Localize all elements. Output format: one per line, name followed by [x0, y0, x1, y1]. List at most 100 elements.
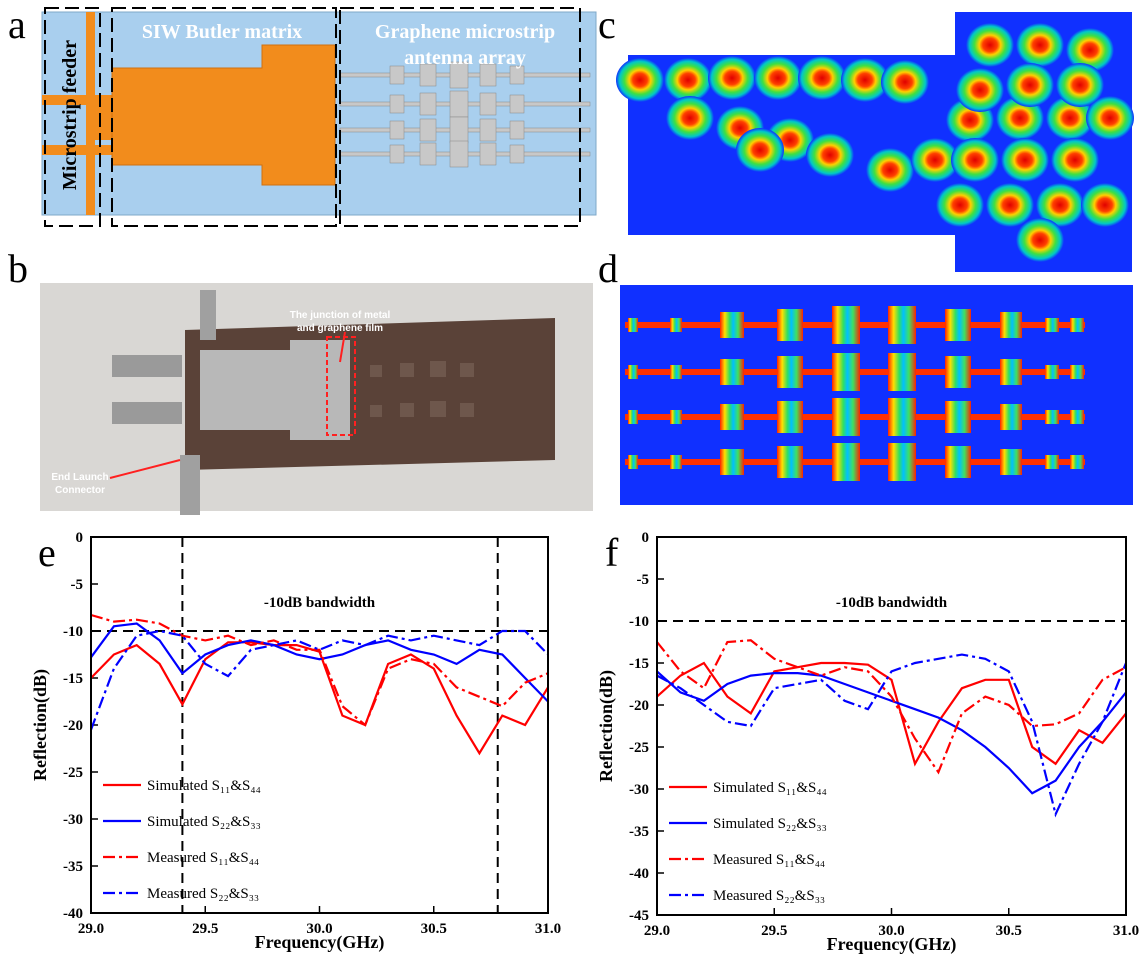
data-line: [90, 622, 549, 703]
patch-cell: [1070, 318, 1084, 332]
panel-b-callout: End Launch: [51, 472, 108, 483]
field-blob: [666, 96, 714, 140]
field-blob: [1036, 183, 1084, 227]
patch-cell: [670, 410, 682, 424]
data-line: [656, 653, 1128, 818]
y-tick-label: -20: [629, 698, 649, 714]
y-tick-label: -30: [629, 782, 649, 798]
panel-label: f: [605, 530, 619, 575]
legend-label: Simulated S₂₂&S₃₃: [147, 814, 261, 830]
data-line: [656, 661, 1127, 767]
panel-a-title: Graphene microstrip: [375, 21, 555, 43]
patch-cell: [1070, 365, 1084, 379]
patch-cell: [720, 449, 744, 475]
x-tick-label: 31.0: [1113, 923, 1139, 939]
y-tick-label: -15: [629, 656, 649, 672]
field-blob: [616, 58, 664, 102]
panel-d-field: [620, 285, 1133, 505]
panel-label: b: [8, 246, 28, 291]
panel-a-title: antenna array: [404, 47, 526, 69]
y-tick-label: -15: [63, 671, 83, 687]
y-tick-label: -35: [629, 824, 649, 840]
patch-cell: [670, 455, 682, 469]
panel-a-title: SIW Butler matrix: [142, 21, 302, 43]
x-tick-label: 30.5: [996, 923, 1022, 939]
patch-cell: [945, 356, 971, 388]
field-blob: [1016, 218, 1064, 262]
patch-cell: [945, 446, 971, 478]
x-tick-label: 29.5: [192, 921, 218, 937]
field-blob: [754, 56, 802, 100]
field-blob: [841, 58, 889, 102]
y-tick-label: -5: [637, 572, 650, 588]
y-tick-label: 0: [76, 530, 84, 546]
patch-cell: [888, 398, 916, 436]
y-tick-label: -40: [629, 866, 649, 882]
patch-cell: [832, 353, 860, 391]
field-blob: [986, 183, 1034, 227]
data-line: [656, 639, 1127, 775]
panel-label: d: [598, 246, 618, 291]
y-tick-label: -40: [63, 906, 83, 922]
y-axis-label: Reflection(dB): [596, 670, 617, 782]
patch-cell: [628, 410, 638, 424]
y-tick-label: -25: [629, 740, 649, 756]
patch-cell: [832, 306, 860, 344]
patch-cell: [670, 365, 682, 379]
x-tick-label: 29.5: [761, 923, 787, 939]
field-blob: [806, 133, 854, 177]
legend-label: Measured S₂₂&S₃₃: [713, 888, 825, 904]
patch-cell: [945, 309, 971, 341]
field-blob: [911, 138, 959, 182]
field-blob: [736, 128, 784, 172]
annotation: -10dB bandwidth: [836, 595, 948, 611]
y-tick-label: -10: [629, 614, 649, 630]
y-tick-label: 0: [642, 530, 650, 546]
patch-cell: [1070, 410, 1084, 424]
legend-label: Measured S₂₂&S₃₃: [147, 886, 259, 902]
patch-cell: [888, 353, 916, 391]
y-tick-label: -5: [71, 577, 84, 593]
field-blob: [798, 56, 846, 100]
field-blob: [1001, 138, 1049, 182]
y-tick-label: -20: [63, 718, 83, 734]
field-blob: [951, 138, 999, 182]
field-blob: [881, 60, 929, 104]
panel-b-callout: The junction of metal: [290, 310, 391, 321]
patch-cell: [1000, 312, 1022, 338]
patch-cell: [628, 318, 638, 332]
data-line: [656, 670, 1127, 795]
patch-cell: [777, 446, 803, 478]
patch-cell: [1045, 365, 1059, 379]
patch-cell: [777, 309, 803, 341]
patch-cell: [832, 398, 860, 436]
x-axis-label: Frequency(GHz): [255, 932, 385, 953]
field-blob: [1056, 63, 1104, 107]
field-blob: [1086, 96, 1134, 140]
field-blob: [956, 68, 1004, 112]
patch-cell: [777, 401, 803, 433]
legend-label: Simulated S₁₁&S₄₄: [147, 778, 261, 794]
x-tick-label: 30.5: [421, 921, 447, 937]
patch-cell: [1045, 318, 1059, 332]
panel-label: e: [38, 530, 56, 575]
x-tick-label: 31.0: [535, 921, 561, 937]
panel-b-callout: Connector: [55, 485, 105, 496]
y-tick-label: -10: [63, 624, 83, 640]
panel-label: c: [598, 2, 616, 47]
field-blob: [996, 96, 1044, 140]
panel-a-layout: [41, 7, 597, 227]
patch-cell: [1070, 455, 1084, 469]
field-blob: [936, 183, 984, 227]
patch-cell: [1045, 455, 1059, 469]
panel-a-feeder: Microstrip feeder: [59, 40, 81, 190]
panel-c-field: [616, 12, 1134, 272]
field-blob: [1051, 138, 1099, 182]
x-tick-label: 29.0: [644, 923, 670, 939]
patch-cell: [888, 306, 916, 344]
field-blob: [1046, 96, 1094, 140]
patch-cell: [628, 365, 638, 379]
patch-cell: [628, 455, 638, 469]
